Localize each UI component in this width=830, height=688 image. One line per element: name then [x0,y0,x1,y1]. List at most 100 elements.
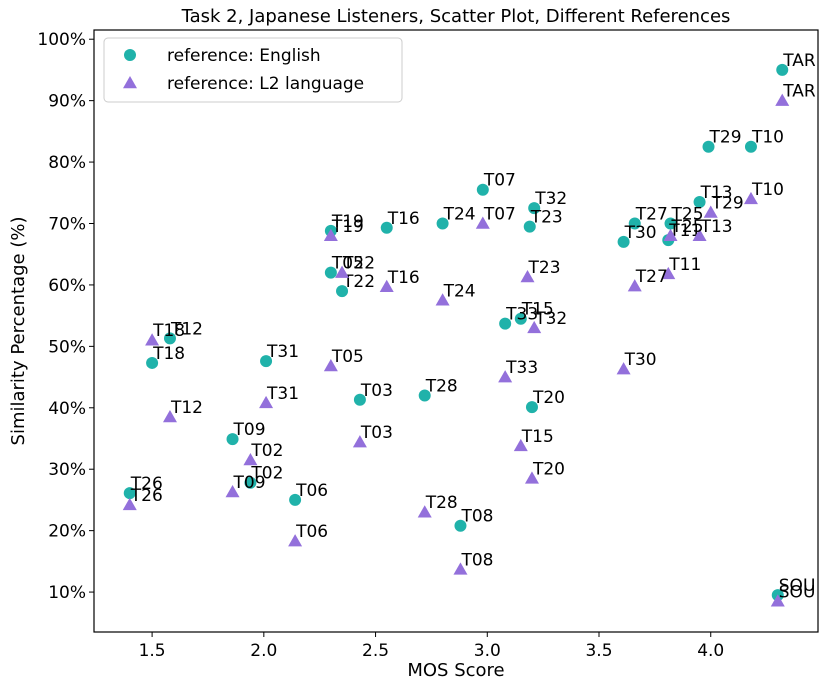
point-label: T25 [671,217,704,237]
point-label: T29 [711,193,744,213]
english-point [454,519,467,532]
point-label: SOU [779,582,816,602]
english-point [693,196,706,208]
point-label: T12 [170,319,203,339]
axes: 1.5 2.0 2.5 3.0 3.5 4.0 10% 20% 30% 40% 50% 60% 70% 8… [37,30,724,661]
l2-point [162,410,177,423]
y-tick-label: 50% [48,337,86,357]
y-tick-label: 80% [48,153,86,173]
l2-point [323,228,338,242]
x-tick-label: 1.5 [139,641,166,661]
x-tick-label: 2.0 [250,641,277,661]
english-point [628,217,641,230]
point-label: T25 [671,205,704,225]
l2-point [323,359,338,372]
y-tick-label: 10% [48,583,86,603]
l2-point [663,228,678,242]
point-label: T33 [505,305,538,325]
english-point [744,140,757,153]
x-tick-label: 2.5 [362,641,389,661]
point-label: T24 [443,281,476,301]
english-point [146,356,159,369]
english-point [226,433,239,446]
point-label: T06 [295,522,328,542]
english-point [260,355,273,368]
point-label: TAR [782,51,816,71]
y-axis-label: Similarity Percentage (%) [8,217,29,446]
point-label: T24 [443,205,476,225]
english-point [289,493,302,506]
english-point [336,285,349,298]
x-tick-label: 4.0 [697,641,724,661]
english-point [163,332,176,345]
l2-point [661,266,676,280]
y-tick-label: 90% [48,92,86,112]
english-point [353,393,366,406]
point-label: T11 [668,255,701,275]
point-label: T10 [751,180,784,200]
point-label: T26 [130,474,163,494]
english-point [123,487,136,500]
english-point [528,202,541,215]
english-point [776,63,789,76]
point-label: T19 [331,212,364,232]
y-tick-label: 70% [48,215,86,235]
point-label: T06 [295,481,328,501]
english-point [324,266,337,279]
l2-point [335,265,350,278]
l2-point [352,435,367,448]
point-label: T18 [152,344,185,364]
english-point [436,217,449,230]
point-label: T12 [170,398,203,418]
point-label: T23 [530,208,563,228]
point-label: T27 [635,267,668,287]
l2-point [453,562,468,575]
point-label: T32 [534,189,567,209]
english-point [476,183,489,196]
point-label: T20 [532,459,565,479]
point-label: T31 [266,342,299,362]
l2-point [288,534,303,547]
point-label: T18 [152,321,185,341]
l2-point [225,484,240,498]
l2-point [145,333,160,346]
point-label: T13 [700,183,733,203]
y-tick-label: 20% [48,522,86,542]
point-label: T22 [342,254,375,274]
point-label: T19 [331,217,364,237]
legend: reference: English reference: L2 language [103,37,403,103]
english-point [523,220,536,233]
point-label: T31 [266,384,299,404]
l2-point [692,228,707,242]
l2-point [703,205,718,218]
l2-point [417,505,432,518]
chart-title: Task 2, Japanese Listeners, Scatter Plot… [181,6,731,27]
point-label: T07 [483,171,516,191]
english-point [514,312,527,325]
english-point [499,317,512,330]
l2-point [513,438,528,452]
l2-point [627,279,642,292]
english-point [244,476,257,489]
point-label: T08 [460,550,493,570]
l2-point [616,362,631,375]
legend-box [103,37,403,103]
point-label: T16 [387,268,420,288]
point-label: T02 [250,441,283,461]
l2-point [379,279,394,293]
l2-point [243,453,258,466]
x-tick-label: 3.5 [585,641,612,661]
legend-marker [123,76,137,89]
l2-point [259,395,274,409]
x-tick-label: 3.0 [474,641,501,661]
point-label: T30 [624,223,657,243]
point-label: T26 [130,486,163,506]
legend-label: reference: English [167,46,321,66]
l2-point [527,320,542,334]
point-label: T20 [532,388,565,408]
point-label: T11 [668,221,701,241]
english-point [525,401,538,414]
point-label: SOU [779,576,816,596]
